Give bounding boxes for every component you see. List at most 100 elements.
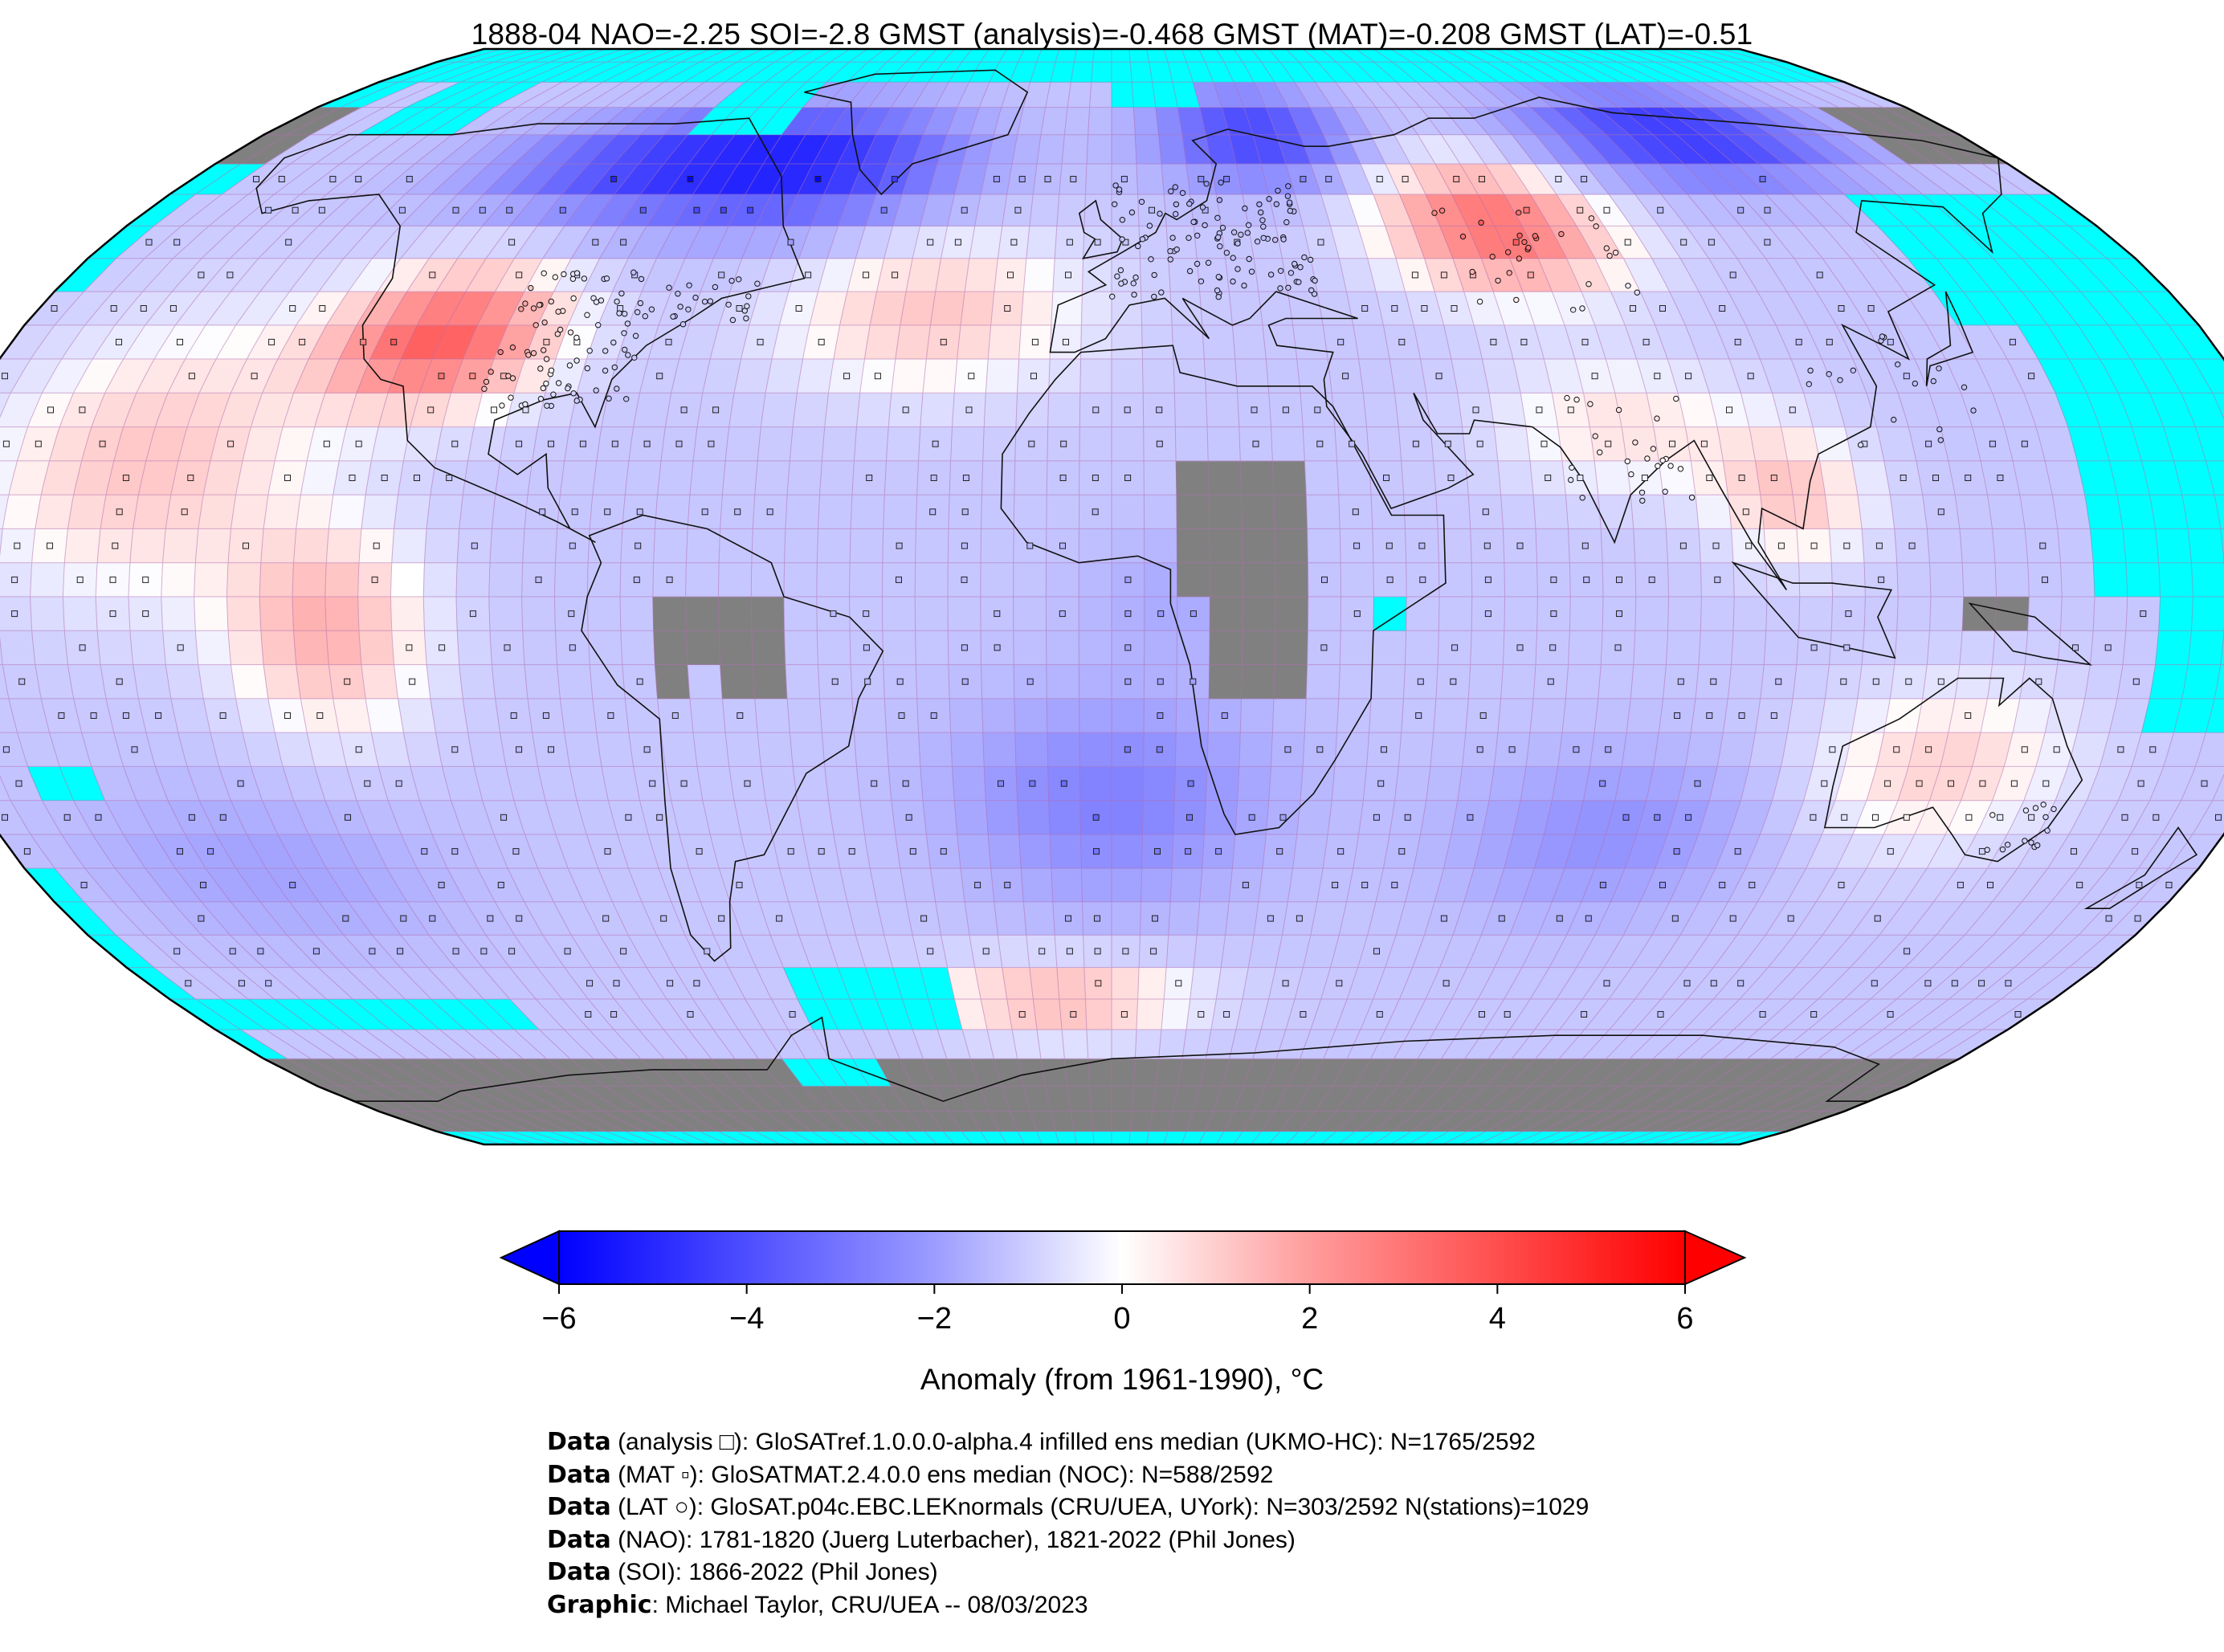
grid-cell <box>161 562 196 598</box>
mat-marker <box>414 475 420 481</box>
lat-station-marker <box>1215 294 1222 300</box>
mat-marker <box>643 746 651 753</box>
grid-cell <box>30 596 65 631</box>
grid-cell <box>1366 426 1402 462</box>
mat-marker <box>1829 746 1836 753</box>
lat-station-marker <box>1217 243 1223 250</box>
grid-cell <box>620 630 655 665</box>
mat-marker <box>569 644 576 651</box>
mat-marker <box>1376 1011 1383 1018</box>
mat-marker <box>766 508 773 516</box>
grid-cell <box>2122 528 2160 563</box>
lat-station-marker <box>573 334 580 341</box>
grid-cell <box>1032 998 1063 1030</box>
mat-marker <box>1498 915 1505 922</box>
grid-cell <box>754 460 790 496</box>
grid-cell <box>1258 867 1293 903</box>
grid-cell <box>133 664 171 700</box>
mat-marker <box>299 338 306 345</box>
mat-marker <box>1749 882 1756 888</box>
mat-marker <box>1124 610 1132 618</box>
lat-station-marker <box>1662 488 1668 495</box>
grid-cell <box>1633 630 1668 665</box>
lat-station-marker <box>555 308 561 315</box>
grid-cell <box>1851 460 1891 496</box>
lat-station-marker <box>1564 394 1570 402</box>
grid-cell <box>915 528 949 563</box>
mat-marker <box>1874 915 1881 922</box>
grid-cell <box>1091 62 1112 83</box>
mat-marker <box>961 644 968 651</box>
grid-cell <box>1129 1111 1153 1132</box>
grid-cell <box>922 800 958 835</box>
grid-cell <box>1196 901 1230 936</box>
grid-cell <box>1014 732 1048 767</box>
grid-cell <box>63 596 98 631</box>
mat-marker <box>329 176 337 182</box>
grid-cell <box>728 393 766 427</box>
grid-cell <box>1080 324 1112 360</box>
mat-marker <box>1317 239 1324 246</box>
mat-marker <box>617 305 624 312</box>
grid-cell <box>789 732 826 767</box>
grid-cell <box>1700 596 1735 631</box>
grid-cell <box>1994 562 2030 598</box>
lat-station-marker <box>2040 802 2046 808</box>
mat-marker <box>1156 440 1163 447</box>
mat-marker <box>1417 678 1424 685</box>
grid-cell <box>985 800 1019 835</box>
mat-marker <box>116 508 123 516</box>
lat-station-marker <box>614 385 620 392</box>
lat-station-marker <box>1568 476 1574 483</box>
lat-station-marker <box>616 310 622 316</box>
mat-marker <box>1026 542 1034 549</box>
grid-cell <box>2092 562 2128 598</box>
grid-cell <box>1091 1111 1112 1132</box>
lat-station-marker <box>1592 433 1598 439</box>
mat-marker <box>1965 712 1972 719</box>
mat-marker <box>487 915 494 922</box>
mat-marker <box>2 746 10 753</box>
grid-cell <box>1237 766 1271 801</box>
lat-station-marker <box>1157 210 1163 217</box>
mat-marker <box>188 814 195 821</box>
mat-marker <box>1353 610 1361 618</box>
grid-cell <box>1142 766 1176 801</box>
mat-marker <box>480 948 488 955</box>
lat-station-marker <box>1516 255 1523 262</box>
grid-cell <box>1144 528 1177 563</box>
lat-station-marker <box>1625 283 1631 289</box>
lat-station-marker <box>1186 267 1194 275</box>
mat-marker <box>1648 576 1655 583</box>
lat-station-marker <box>1280 236 1287 243</box>
lat-station-marker <box>1230 278 1236 285</box>
grid-cell <box>1258 291 1293 326</box>
grid-cell <box>1497 460 1534 496</box>
grid-cell <box>1372 630 1407 665</box>
grid-cell <box>1111 358 1144 394</box>
mat-marker <box>406 644 413 651</box>
mat-marker <box>1070 176 1077 182</box>
mat-marker <box>238 980 245 987</box>
lat-station-marker <box>1603 245 1610 251</box>
grid-cell <box>2149 664 2189 700</box>
mat-marker <box>795 305 802 312</box>
mat-marker <box>1603 980 1610 987</box>
lat-station-marker <box>1202 222 1208 229</box>
grid-cell <box>685 630 720 665</box>
grid-cell <box>792 393 829 427</box>
grid-cell <box>983 393 1018 427</box>
grid-cell <box>1438 596 1473 631</box>
mat-marker <box>2201 780 2208 787</box>
grid-cell <box>467 732 507 767</box>
lat-station-marker <box>1169 235 1176 241</box>
mat-marker <box>993 176 1000 182</box>
grid-cell <box>1728 664 1765 700</box>
grid-cell <box>1406 596 1440 631</box>
mat-marker <box>373 542 380 549</box>
mat-marker <box>1472 406 1479 414</box>
lat-station-marker <box>552 274 558 280</box>
grid-cell <box>467 426 507 462</box>
mat-marker <box>51 305 58 312</box>
